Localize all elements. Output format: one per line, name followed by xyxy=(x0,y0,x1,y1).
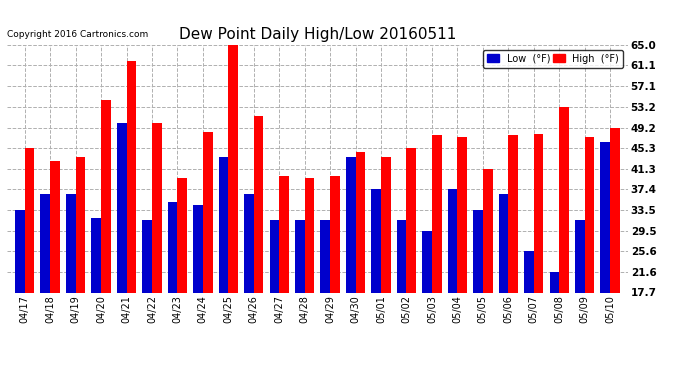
Bar xyxy=(432,135,442,292)
Bar xyxy=(228,45,238,292)
Bar xyxy=(600,142,610,292)
Bar xyxy=(483,169,493,292)
Bar xyxy=(457,136,467,292)
Bar xyxy=(142,220,152,292)
Bar xyxy=(76,158,86,292)
Bar xyxy=(254,116,264,292)
Bar xyxy=(203,132,213,292)
Bar xyxy=(355,152,365,292)
Bar xyxy=(126,61,136,292)
Bar xyxy=(559,107,569,292)
Bar xyxy=(177,178,187,292)
Bar xyxy=(320,220,330,292)
Title: Dew Point Daily High/Low 20160511: Dew Point Daily High/Low 20160511 xyxy=(179,27,456,42)
Bar xyxy=(330,176,339,292)
Bar xyxy=(397,220,406,292)
Bar xyxy=(371,189,381,292)
Bar xyxy=(50,161,60,292)
Bar xyxy=(346,158,355,292)
Bar xyxy=(499,194,509,292)
Bar xyxy=(305,178,315,292)
Legend: Low  (°F), High  (°F): Low (°F), High (°F) xyxy=(483,50,623,68)
Bar xyxy=(193,205,203,292)
Bar xyxy=(381,158,391,292)
Bar xyxy=(279,176,289,292)
Bar xyxy=(244,194,254,292)
Bar xyxy=(448,189,457,292)
Bar xyxy=(66,194,76,292)
Bar xyxy=(117,123,126,292)
Bar xyxy=(168,202,177,292)
Bar xyxy=(219,158,228,292)
Bar xyxy=(41,194,50,292)
Bar xyxy=(270,220,279,292)
Bar xyxy=(25,148,34,292)
Bar xyxy=(575,220,584,292)
Bar xyxy=(509,135,518,292)
Bar xyxy=(422,231,432,292)
Bar xyxy=(101,100,110,292)
Text: Copyright 2016 Cartronics.com: Copyright 2016 Cartronics.com xyxy=(7,30,148,39)
Bar xyxy=(610,128,620,292)
Bar xyxy=(15,210,25,292)
Bar xyxy=(406,148,416,292)
Bar xyxy=(91,217,101,292)
Bar xyxy=(584,136,594,292)
Bar xyxy=(295,220,305,292)
Bar xyxy=(152,123,161,292)
Bar xyxy=(524,251,534,292)
Bar xyxy=(534,134,544,292)
Bar xyxy=(473,210,483,292)
Bar xyxy=(549,272,559,292)
